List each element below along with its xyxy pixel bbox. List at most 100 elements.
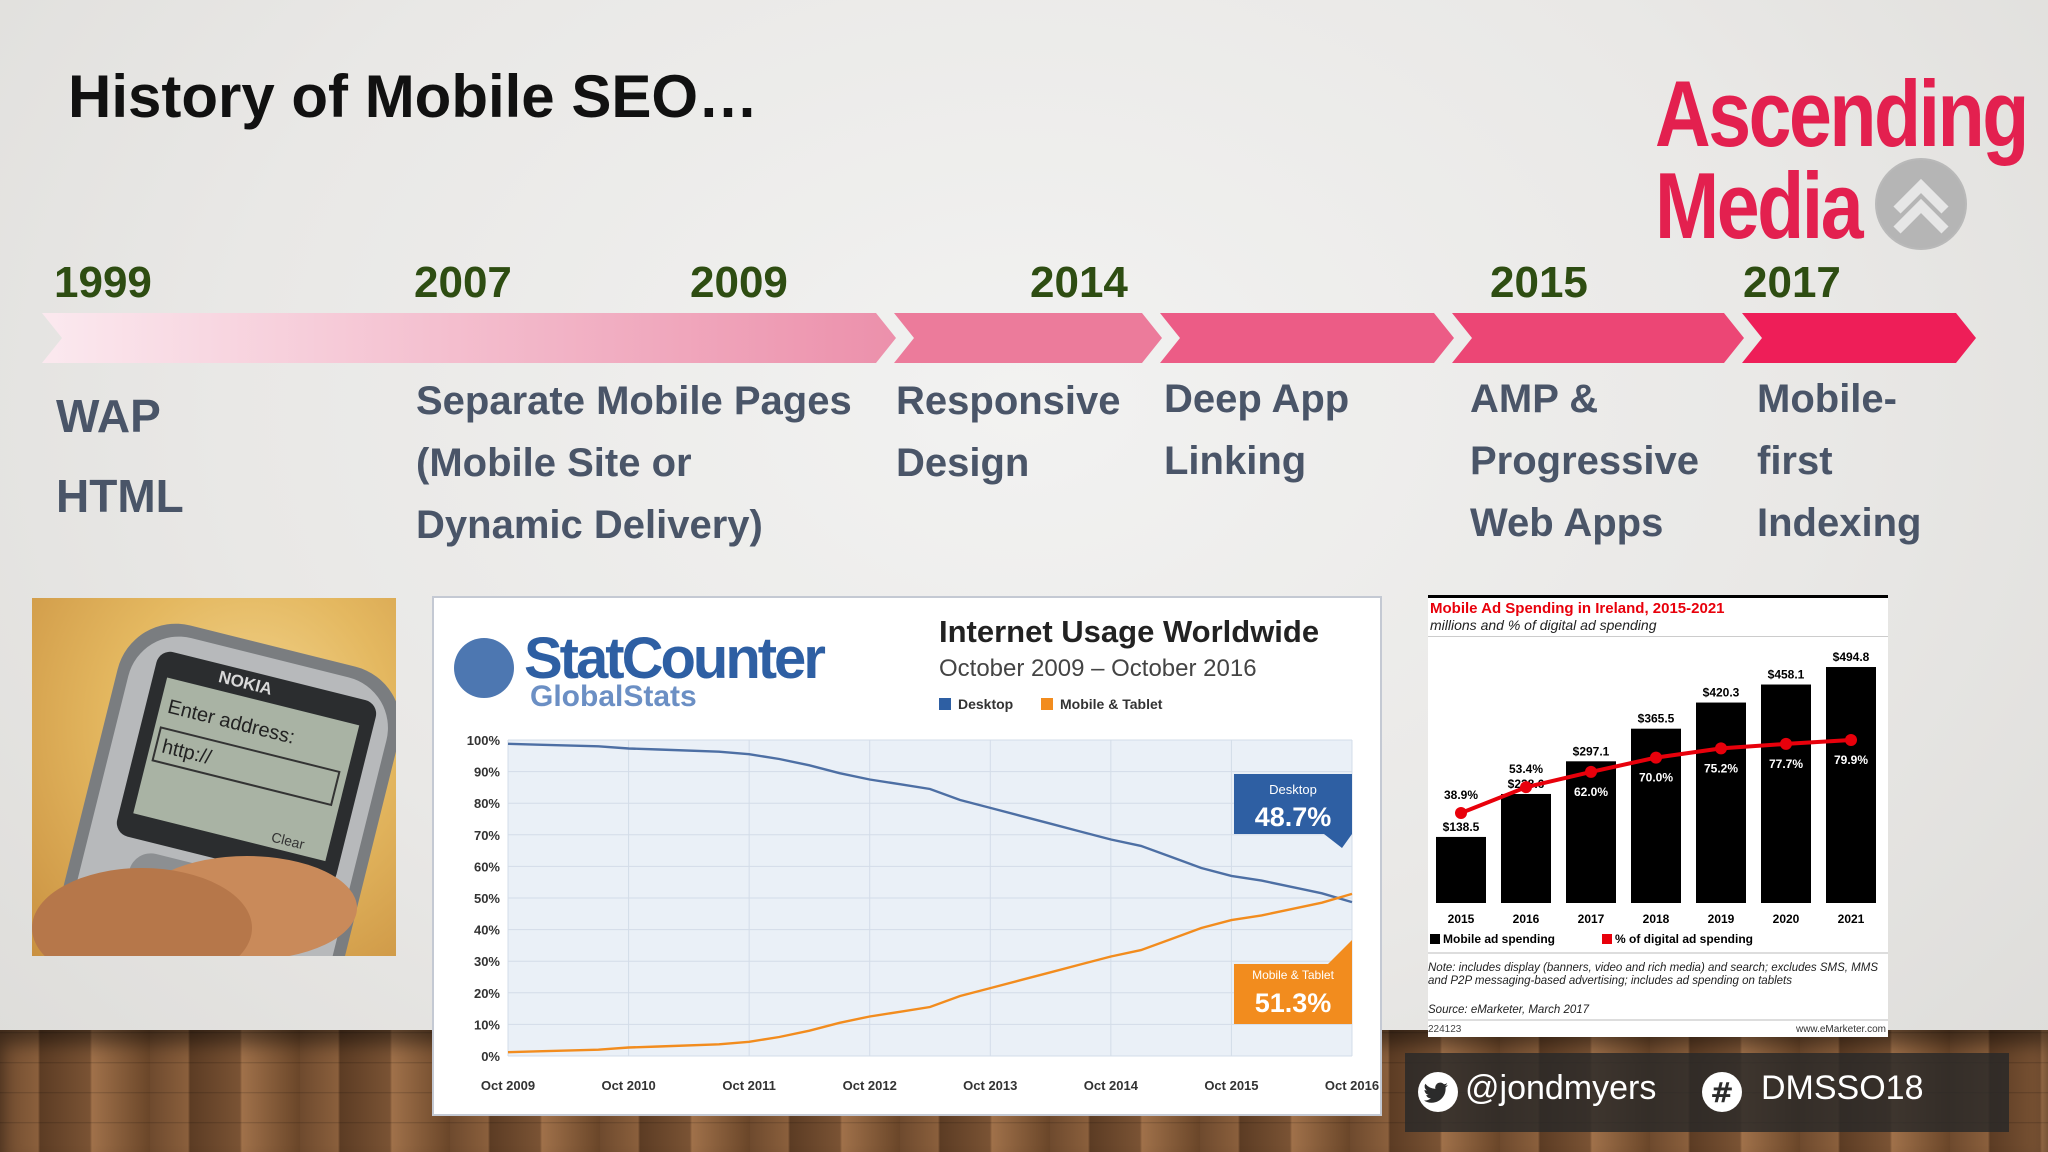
x-tick-label: Oct 2012 bbox=[843, 1078, 897, 1093]
emarketer-points: 38.9% 53.4% 62.0% 70.0% 75.2% 77.7% 79.9% bbox=[1444, 734, 1868, 819]
milestone-line: Design bbox=[896, 441, 1030, 485]
y-tick-label: 30% bbox=[474, 954, 500, 969]
line-point bbox=[1780, 737, 1792, 750]
year-2009: 2009 bbox=[690, 258, 788, 307]
social-bar: @jondmyers # DMSSO18 bbox=[1405, 1053, 2009, 1132]
x-tick-label: 2018 bbox=[1643, 912, 1670, 926]
emarketer-note: Note: includes display (banners, video a… bbox=[1428, 962, 1878, 987]
point-value-label: 53.4% bbox=[1509, 762, 1543, 776]
twitter-icon bbox=[1417, 1071, 1459, 1118]
slide-title: History of Mobile SEO… bbox=[68, 63, 759, 130]
year-2014: 2014 bbox=[1030, 258, 1128, 307]
x-tick-label: Oct 2010 bbox=[601, 1078, 655, 1093]
line-point bbox=[1650, 751, 1662, 764]
y-tick-label: 60% bbox=[474, 859, 500, 874]
legend-mobile-ad-spending: Mobile ad spending bbox=[1443, 932, 1555, 946]
y-tick-label: 10% bbox=[474, 1017, 500, 1032]
year-2007: 2007 bbox=[414, 258, 512, 307]
timeline-arrow-1 bbox=[42, 313, 896, 363]
x-tick-label: 2016 bbox=[1513, 912, 1540, 926]
milestone-line: AMP & bbox=[1470, 377, 1599, 421]
milestone-line: Responsive bbox=[896, 379, 1121, 423]
milestone-line: Web Apps bbox=[1470, 501, 1664, 545]
x-tick-label: 2015 bbox=[1448, 912, 1475, 926]
x-tick-label: Oct 2016 bbox=[1325, 1078, 1379, 1093]
milestone-line: Progressive bbox=[1470, 439, 1700, 483]
logo-line-1: Ascending bbox=[1655, 61, 2029, 166]
bar-value-label: $420.3 bbox=[1703, 686, 1740, 700]
line-point bbox=[1715, 742, 1727, 755]
emarketer-subtitle: millions and % of digital ad spending bbox=[1430, 617, 1657, 633]
bar-value-label: $494.8 bbox=[1833, 650, 1870, 664]
line-point bbox=[1585, 765, 1597, 778]
milestone-deep-app: Deep App Linking bbox=[1164, 368, 1349, 492]
milestone-separate-mobile: Separate Mobile Pages (Mobile Site or Dy… bbox=[416, 370, 852, 556]
timeline-arrows bbox=[42, 313, 1976, 363]
milestone-amp-pwa: AMP & Progressive Web Apps bbox=[1470, 368, 1699, 554]
milestone-line: Indexing bbox=[1757, 501, 1922, 545]
milestone-line: first bbox=[1757, 439, 1833, 483]
bar-value-label: $138.5 bbox=[1443, 820, 1480, 834]
x-tick-label: Oct 2011 bbox=[722, 1078, 776, 1093]
bar bbox=[1566, 761, 1616, 903]
y-tick-label: 70% bbox=[474, 828, 500, 843]
series-line-desktop bbox=[507, 742, 1353, 904]
phone-softkey: Clear bbox=[270, 829, 307, 853]
emarketer-title: Mobile Ad Spending in Ireland, 2015-2021 bbox=[1430, 600, 1725, 617]
svg-text:#: # bbox=[1710, 1076, 1733, 1109]
bar-value-label: $365.5 bbox=[1638, 712, 1675, 726]
event-hashtag[interactable]: DMSSO18 bbox=[1761, 1069, 1924, 1107]
milestone-mobile-first: Mobile- first Indexing bbox=[1757, 368, 1921, 554]
milestone-line: WAP bbox=[56, 390, 161, 442]
timeline-arrow-2 bbox=[894, 313, 1162, 363]
y-tick-label: 50% bbox=[474, 891, 500, 906]
year-1999: 1999 bbox=[54, 258, 152, 307]
bar bbox=[1501, 793, 1551, 903]
point-value-label: 70.0% bbox=[1639, 771, 1673, 785]
chevron-up-icon bbox=[1875, 158, 1967, 250]
legend-mobile: Mobile & Tablet bbox=[1060, 696, 1163, 712]
line-point bbox=[1455, 807, 1467, 819]
statcounter-subtitle: October 2009 – October 2016 bbox=[939, 655, 1257, 682]
statcounter-y-ticks: 100% 90% 80% 70% 60% 50% 40% 30% 20% 10% 0% bbox=[467, 733, 501, 1064]
x-tick-label: Oct 2009 bbox=[481, 1078, 535, 1093]
twitter-handle[interactable]: @jondmyers bbox=[1465, 1069, 1657, 1107]
logo-line-2: Media bbox=[1655, 153, 1864, 258]
x-tick-label: 2021 bbox=[1838, 912, 1865, 926]
timeline-arrow-4 bbox=[1452, 313, 1744, 363]
x-tick-label: Oct 2014 bbox=[1084, 1078, 1139, 1093]
point-value-label: 79.9% bbox=[1834, 753, 1868, 767]
milestone-responsive: Responsive Design bbox=[896, 370, 1121, 494]
emarketer-x-ticks: 2015 2016 2017 2018 2019 2020 2021 bbox=[1448, 912, 1865, 926]
timeline-arrow-5 bbox=[1742, 313, 1976, 363]
series-line-mobile bbox=[507, 892, 1353, 1054]
bar-value-label: $297.1 bbox=[1573, 744, 1610, 758]
y-tick-label: 0% bbox=[481, 1049, 500, 1064]
legend-pct-digital: % of digital ad spending bbox=[1615, 932, 1753, 946]
x-tick-label: 2017 bbox=[1578, 912, 1605, 926]
milestone-line: Separate Mobile Pages bbox=[416, 379, 852, 423]
bar bbox=[1761, 684, 1811, 903]
callout-desktop-label: Desktop bbox=[1269, 782, 1317, 797]
point-value-label: 62.0% bbox=[1574, 785, 1608, 799]
milestone-wap-html: WAP HTML bbox=[56, 376, 184, 536]
year-2017: 2017 bbox=[1743, 258, 1841, 307]
bar bbox=[1696, 702, 1746, 903]
legend-desktop: Desktop bbox=[958, 696, 1013, 712]
hashtag-icon: # bbox=[1701, 1071, 1743, 1118]
x-tick-label: 2020 bbox=[1773, 912, 1800, 926]
point-value-label: 38.9% bbox=[1444, 788, 1478, 802]
milestone-line: Dynamic Delivery) bbox=[416, 503, 763, 547]
callout-mobile-value: 51.3% bbox=[1255, 988, 1332, 1018]
callout-mobile-label: Mobile & Tablet bbox=[1252, 968, 1334, 982]
callout-desktop-value: 48.7% bbox=[1255, 802, 1332, 832]
mobile-ad-spending-chart: Mobile Ad Spending in Ireland, 2015-2021… bbox=[1428, 595, 1888, 1037]
statcounter-brand: StatCounter bbox=[524, 626, 825, 691]
milestone-line: HTML bbox=[56, 470, 184, 522]
milestone-line: Deep App bbox=[1164, 377, 1350, 421]
point-value-label: 77.7% bbox=[1769, 757, 1803, 771]
x-tick-label: Oct 2013 bbox=[963, 1078, 1017, 1093]
line-point bbox=[1520, 781, 1532, 794]
bar-value-label: $458.1 bbox=[1768, 668, 1805, 682]
y-tick-label: 90% bbox=[474, 765, 500, 780]
